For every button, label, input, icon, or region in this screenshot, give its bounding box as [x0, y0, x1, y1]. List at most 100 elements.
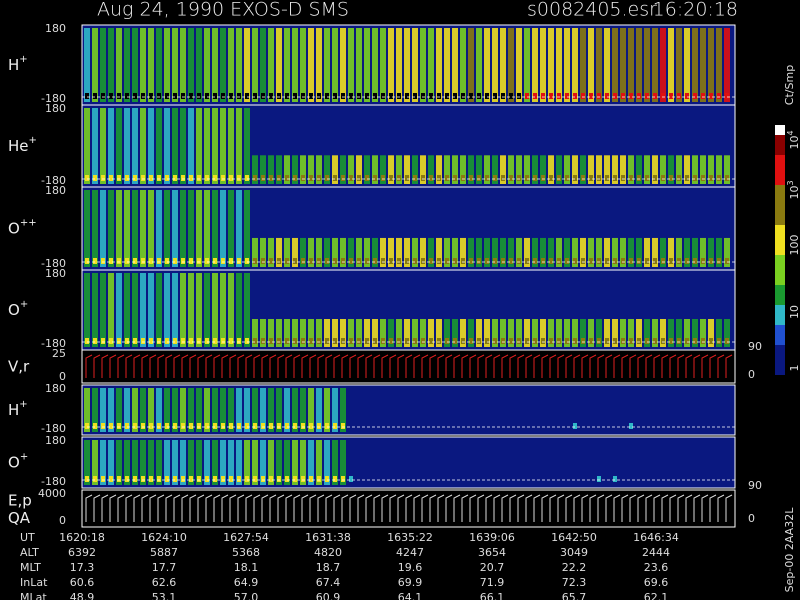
- spectro-cell: [596, 319, 602, 347]
- spectro-cell: [500, 28, 506, 102]
- axis-right-bottom: 0: [748, 512, 755, 525]
- spectro-cell: [548, 237, 554, 267]
- spectro-cell: [332, 440, 338, 485]
- spectro-cell: [212, 273, 218, 347]
- cb-swatch: [775, 305, 785, 325]
- spectro-cell: [125, 423, 129, 429]
- spectro-cell: [332, 28, 338, 102]
- spectro-cell: [476, 28, 482, 102]
- spectro-cell: [372, 319, 378, 347]
- spectro-cell: [172, 108, 178, 184]
- spectro-cell: [708, 319, 714, 347]
- spectro-cell: [452, 237, 458, 267]
- spectro-cell: [277, 423, 281, 429]
- spectro-cell: [125, 338, 129, 344]
- spectro-cell: [684, 28, 690, 102]
- panel-frame: [81, 489, 736, 528]
- spectro-cell: [397, 175, 401, 181]
- spectro-cell: [173, 476, 177, 482]
- spectro-cell: [245, 93, 249, 99]
- spectro-cell: [388, 155, 394, 184]
- row-value: 67.4: [316, 576, 341, 589]
- spectro-cell: [276, 155, 282, 184]
- spectro-cell: [380, 155, 386, 184]
- spectro-cell: [180, 190, 186, 267]
- spectro-cell: [85, 338, 89, 344]
- spectro-cell: [109, 338, 113, 344]
- spectro-cell: [660, 237, 666, 267]
- spectro-cell: [108, 28, 114, 102]
- spectro-cell: [261, 258, 265, 264]
- row-value: 5368: [232, 546, 260, 559]
- spectro-cell: [364, 237, 370, 267]
- spectro-cell: [540, 28, 546, 102]
- spectro-cell: [325, 476, 329, 482]
- spectro-cell: [508, 28, 514, 102]
- spectro-cell: [213, 338, 217, 344]
- spectro-cell: [285, 258, 289, 264]
- footer-note: Sep-00 2AA32L: [783, 507, 796, 593]
- spectro-cell: [117, 258, 121, 264]
- panel: O+180-180: [8, 434, 736, 489]
- spectro-cell: [468, 28, 474, 102]
- axis-right-top: 90: [748, 340, 762, 353]
- spectro-cell: [141, 175, 145, 181]
- spectro-cell: [308, 388, 314, 432]
- row-value: 65.7: [562, 591, 587, 600]
- panel-frame: [81, 384, 736, 436]
- spectro-cell: [148, 273, 154, 347]
- panel-label-base: H: [8, 401, 19, 419]
- spectro-cell: [556, 319, 562, 347]
- spectro-cell: [388, 237, 394, 267]
- spectro-cell: [437, 93, 441, 99]
- panel-frame: [81, 436, 736, 489]
- spectro-cell: [213, 476, 217, 482]
- trace: [85, 494, 733, 522]
- spectro-cell: [213, 93, 217, 99]
- spectro-cell: [461, 338, 465, 344]
- spectro-cell: [709, 93, 713, 99]
- spectro-cell: [116, 190, 122, 267]
- spectro-cell: [309, 476, 313, 482]
- spectro-cell: [212, 388, 218, 432]
- spectro-cell: [276, 388, 282, 432]
- row-value: 62.6: [152, 576, 177, 589]
- spectro-cell: [85, 423, 89, 429]
- colorbar-label: 1: [788, 365, 800, 372]
- spectro-cell: [717, 258, 721, 264]
- spectro-cell: [93, 93, 97, 99]
- spectro-cell: [589, 258, 593, 264]
- spectro-cell: [285, 175, 289, 181]
- panel: V,r 25 0 90 0: [8, 340, 762, 384]
- spectro-cell: [525, 258, 529, 264]
- spectro-cell: [132, 440, 138, 485]
- row-value: 57.0: [234, 591, 259, 600]
- spectro-cell: [317, 175, 321, 181]
- axis-bottom: 0: [59, 514, 66, 527]
- spectro-cell: [149, 476, 153, 482]
- panel-label: E,p: [8, 491, 32, 509]
- spectro-cell: [565, 175, 569, 181]
- spectro-cell: [716, 237, 722, 267]
- spectro-cell: [148, 190, 154, 267]
- spectro-cell: [708, 28, 714, 102]
- spectro-cell: [589, 175, 593, 181]
- spectro-cell: [84, 388, 90, 432]
- spectro-cell: [492, 237, 498, 267]
- spectro-cell: [269, 423, 273, 429]
- spectro-cell: [412, 155, 418, 184]
- spectro-cell: [452, 155, 458, 184]
- row-value: 20.7: [480, 561, 505, 574]
- spectro-cell: [645, 258, 649, 264]
- spectro-cell: [389, 175, 393, 181]
- spectro-cell: [268, 319, 274, 347]
- spectro-cell: [108, 440, 114, 485]
- spectro-cell: [501, 93, 505, 99]
- spectro-cell: [709, 175, 713, 181]
- spectro-cell: [396, 237, 402, 267]
- spectro-cell: [228, 28, 234, 102]
- spectro-cell: [237, 338, 241, 344]
- spectro-cell: [348, 237, 354, 267]
- spectro-cell: [260, 155, 266, 184]
